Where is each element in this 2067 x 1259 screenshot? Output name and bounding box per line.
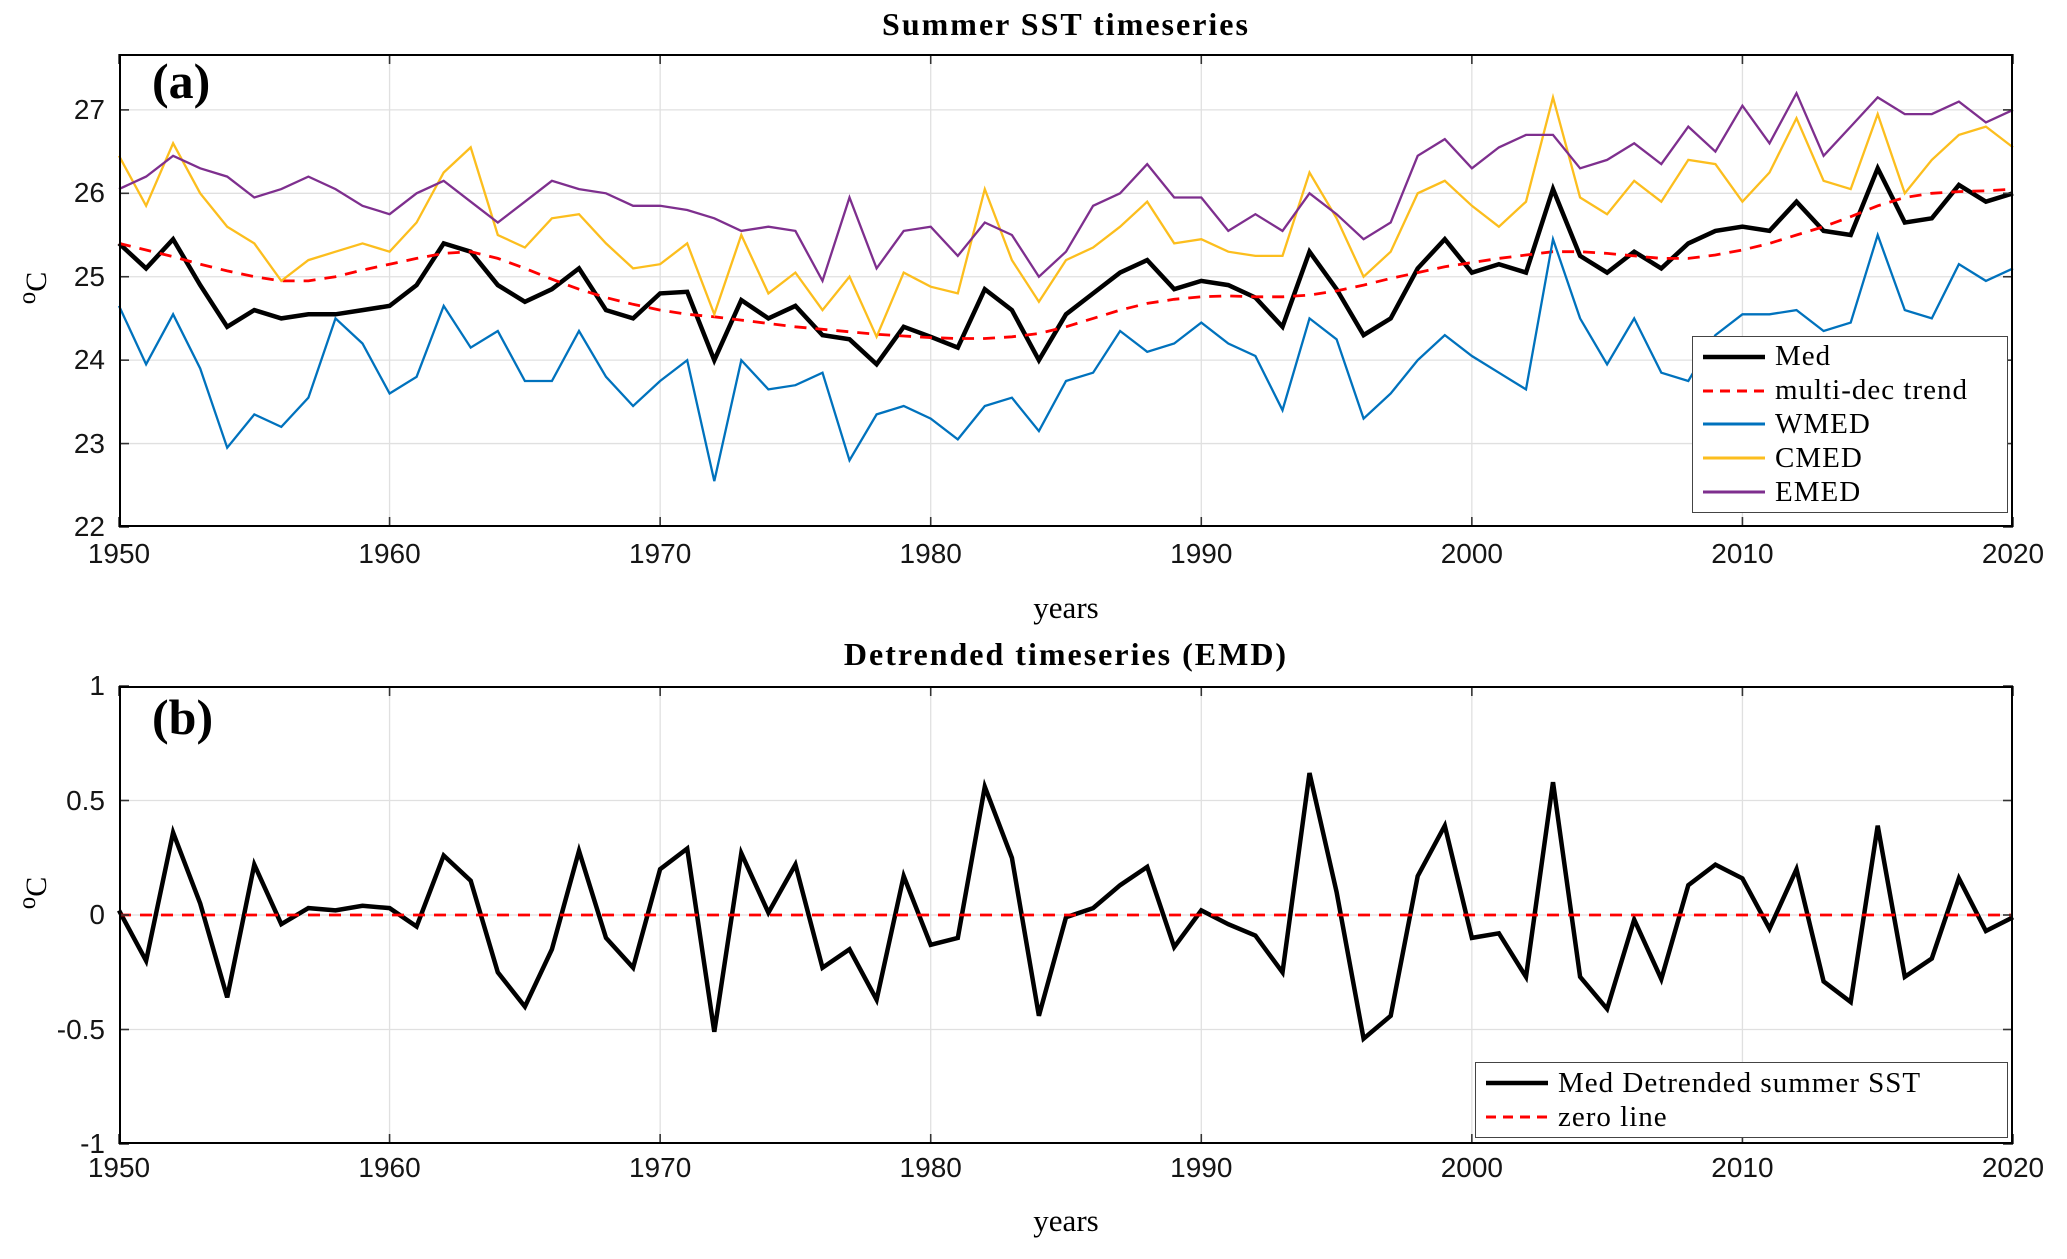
- y-tick-label: 26: [73, 177, 105, 209]
- panel-a-corner-label: (a): [152, 53, 211, 109]
- legend-item-zero-line: zero line: [1486, 1101, 1997, 1134]
- x-tick-label: 2020: [1981, 538, 2045, 569]
- legend-label: multi-dec trend: [1775, 374, 1968, 407]
- x-tick-label: 2000: [1440, 1152, 1503, 1183]
- panel-a-title: Summer SST timeseries: [882, 6, 1250, 42]
- y-tick-label: 23: [73, 427, 105, 459]
- x-tick-label: 1990: [1170, 1152, 1233, 1183]
- series-line-multi-dec-trend: [118, 187, 2014, 340]
- x-tick-label: 1950: [87, 1152, 151, 1183]
- panel-b-plot-area: [117, 685, 2015, 1145]
- x-tick-label: 2010: [1711, 1152, 1774, 1183]
- y-tick-label: -1: [80, 1128, 105, 1159]
- legend-item-wmed: WMED: [1703, 408, 1997, 441]
- legend-label: CMED: [1775, 441, 1863, 474]
- y-tick-label: -0.5: [56, 1013, 105, 1045]
- legend-label: zero line: [1558, 1100, 1668, 1133]
- legend-item-emed: EMED: [1703, 476, 1997, 509]
- legend-line-sample: [1703, 422, 1765, 426]
- panel-b-x-axis-label: years: [1033, 1203, 1099, 1238]
- legend-line-sample: [1486, 1080, 1548, 1086]
- x-tick-label: 1980: [899, 538, 962, 569]
- y-tick-label: 0: [89, 899, 105, 930]
- x-tick-label: 1960: [358, 1152, 421, 1183]
- y-tick-label: 24: [73, 344, 105, 376]
- x-tick-label: 2020: [1981, 1152, 2045, 1183]
- panel-b-title: Detrended timeseries (EMD): [843, 636, 1289, 672]
- panel-b-corner-label: (b): [152, 689, 214, 745]
- y-tick-label: 22: [73, 511, 105, 542]
- legend-line-sample: [1703, 354, 1765, 360]
- legend-label: EMED: [1775, 475, 1862, 508]
- legend-label: Med Detrended summer SST: [1558, 1066, 1922, 1099]
- series-line-cmed: [117, 92, 2014, 340]
- y-tick-label: 0.5: [66, 784, 105, 816]
- legend-label: Med: [1775, 340, 1832, 373]
- series-line-med-detrended-summer-sst: [117, 772, 2015, 1043]
- legend-item-cmed: CMED: [1703, 442, 1997, 475]
- legend-item-med: Med: [1703, 340, 1997, 373]
- legend-label: WMED: [1775, 407, 1871, 440]
- axis-border: [119, 686, 2013, 1144]
- x-tick-label: 1960: [358, 538, 421, 569]
- panel-a-x-axis-label: years: [1033, 590, 1099, 625]
- x-tick-label: 1980: [899, 1152, 962, 1183]
- x-tick-label: 2010: [1711, 538, 1774, 569]
- legend-item-med-detrended-summer-sst: Med Detrended summer SST: [1486, 1067, 1997, 1100]
- y-tick-label: 25: [73, 260, 105, 292]
- legend-line-sample: [1703, 389, 1765, 393]
- x-tick-label: 2000: [1440, 538, 1503, 569]
- legend-line-sample: [1486, 1115, 1548, 1119]
- series-line-med: [117, 162, 2014, 368]
- x-tick-label: 1950: [87, 538, 151, 569]
- x-tick-label: 1970: [628, 1152, 692, 1183]
- legend-item-multi-dec-trend: multi-dec trend: [1703, 374, 1997, 407]
- y-tick-label: 1: [89, 670, 105, 701]
- x-tick-label: 1990: [1170, 538, 1233, 569]
- axis-border: [119, 54, 2013, 527]
- x-tick-label: 1970: [628, 538, 692, 569]
- legend-line-sample: [1703, 490, 1765, 494]
- panel-a-legend: Med multi-dec trend WMED CMED EMED: [1692, 336, 2008, 513]
- series-line-emed: [118, 90, 2014, 284]
- legend-line-sample: [1703, 456, 1765, 460]
- y-tick-label: 27: [73, 93, 105, 125]
- panel-b-legend: Med Detrended summer SST zero line: [1475, 1062, 2008, 1138]
